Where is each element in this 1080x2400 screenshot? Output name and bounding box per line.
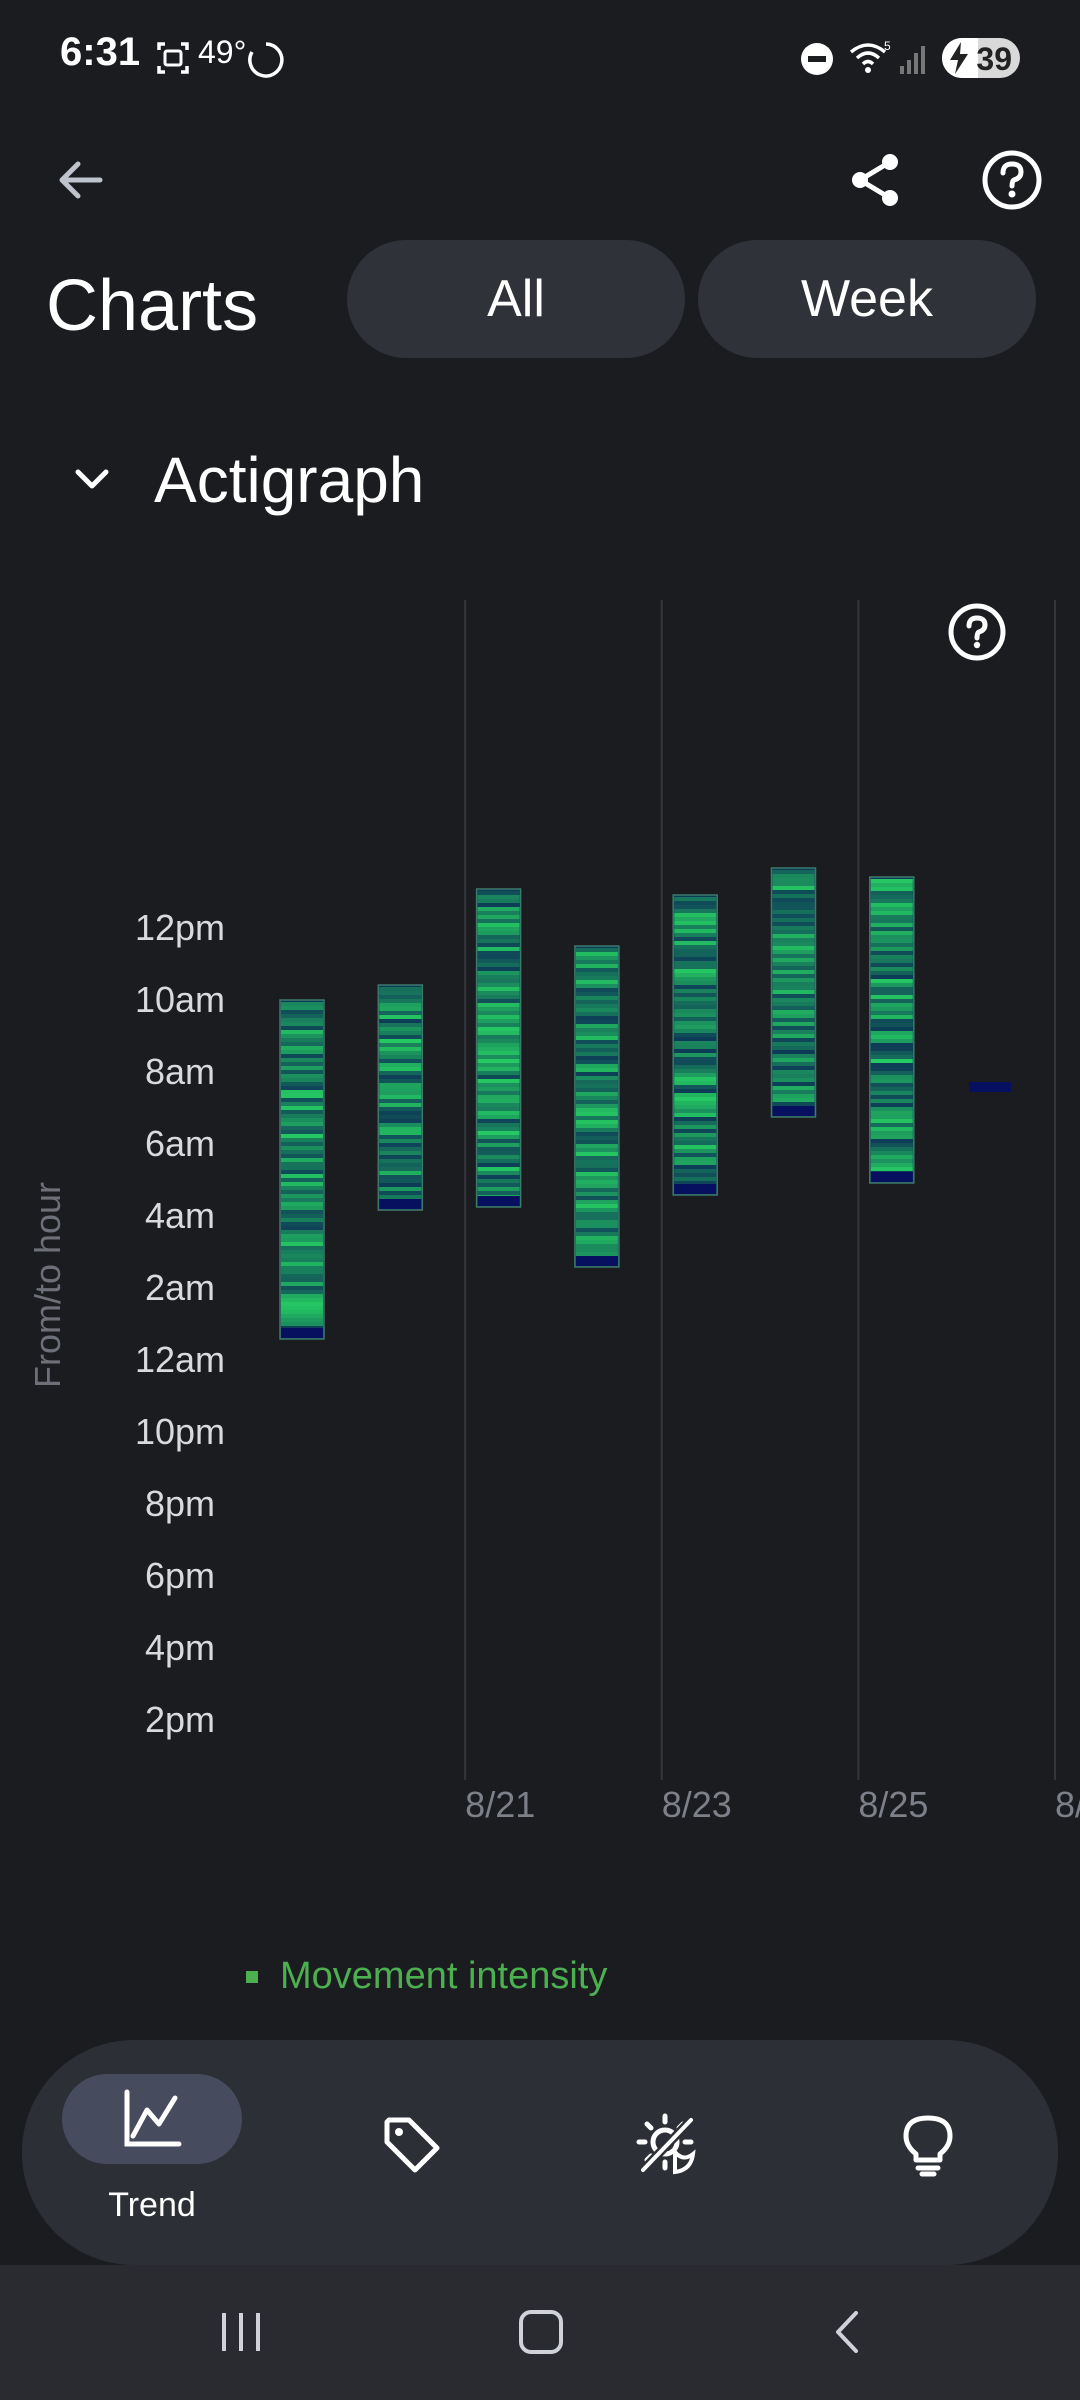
actigraph-section-header[interactable]: Actigraph (70, 430, 424, 530)
loading-ring-icon (248, 42, 284, 78)
nav-item-trend[interactable]: Trend (62, 2040, 242, 2265)
chevron-down-icon (75, 469, 109, 489)
x-tick-label: 8/27 (1055, 1784, 1080, 1825)
y-axis-label: From/to hour (27, 1182, 68, 1388)
y-tick-label: 4pm (145, 1627, 215, 1668)
x-tick-label: 8/25 (858, 1784, 928, 1825)
charging-bolt-icon (950, 42, 968, 74)
y-tick-label: 10am (135, 979, 225, 1020)
y-tick-label: 2pm (145, 1699, 215, 1740)
screenshot-icon (157, 42, 189, 74)
trend-chart-icon (124, 2089, 182, 2147)
nav-item-tags[interactable] (322, 2040, 502, 2265)
legend-swatch (246, 1970, 258, 1983)
lightbulb-icon (903, 2115, 953, 2177)
y-tick-label: 8am (145, 1051, 215, 1092)
sun-moon-icon (636, 2113, 696, 2175)
nav-active-indicator (62, 2074, 242, 2164)
help-button[interactable] (972, 140, 1052, 220)
home-icon[interactable] (518, 2309, 564, 2355)
svg-text:5: 5 (884, 40, 891, 53)
status-temperature: 49° (198, 34, 247, 70)
actigraph-bar[interactable] (574, 945, 620, 1268)
actigraph-bar[interactable] (672, 894, 718, 1196)
actigraph-bar[interactable] (869, 876, 915, 1184)
y-tick-label: 6am (145, 1123, 215, 1164)
actigraph-bar[interactable] (279, 999, 325, 1340)
share-icon (852, 154, 898, 206)
do-not-disturb-icon (801, 43, 833, 75)
tag-icon (384, 2117, 440, 2173)
filter-week-button[interactable]: Week (698, 240, 1036, 358)
bottom-nav: Trend (22, 2040, 1058, 2265)
actigraph-bar[interactable] (377, 984, 424, 1211)
legend-label: Movement intensity (280, 1955, 608, 1997)
y-tick-label: 8pm (145, 1483, 215, 1524)
status-time: 6:31 (60, 30, 141, 74)
share-button[interactable] (836, 140, 916, 220)
actigraph-chart: 12pm 10am 8am 6am 4am 2am 12am 10pm 8pm 6pm 4pm 2pm… (27, 600, 1080, 1825)
signal-icon (900, 46, 925, 74)
y-tick-label: 12pm (135, 907, 225, 948)
arrow-left-icon (59, 161, 103, 199)
section-title: Actigraph (154, 444, 425, 516)
actigraph-bar[interactable] (475, 888, 522, 1208)
page-title: Charts (46, 266, 259, 346)
system-nav-bar (0, 2265, 1080, 2400)
y-tick-label: 4am (145, 1195, 215, 1236)
nav-label-trend: Trend (108, 2186, 196, 2224)
system-back-icon[interactable] (826, 2309, 872, 2355)
actigraph-bar[interactable] (770, 867, 817, 1118)
y-tick-label: 6pm (145, 1555, 215, 1596)
recents-icon[interactable] (218, 2309, 264, 2355)
back-button[interactable] (40, 140, 120, 220)
y-tick-label: 10pm (135, 1411, 225, 1452)
nav-item-tips[interactable] (838, 2040, 1018, 2265)
help-circle-icon (982, 150, 1042, 210)
x-tick-label: 8/23 (662, 1784, 732, 1825)
y-tick-label: 12am (135, 1339, 225, 1380)
chart-help-button[interactable] (948, 603, 1006, 661)
chart-legend: Movement intensity (246, 1955, 607, 1998)
filter-all-button[interactable]: All (347, 240, 685, 358)
nav-item-sleep[interactable] (578, 2040, 758, 2265)
wifi-icon: 5 (849, 40, 891, 73)
x-tick-label: 8/21 (465, 1784, 535, 1825)
battery-indicator: 39 (942, 38, 1020, 78)
status-bar: 6:31 49° 5 39 (0, 0, 1080, 120)
battery-level: 39 (976, 41, 1012, 77)
y-tick-label: 2am (145, 1267, 215, 1308)
actigraph-bar[interactable] (969, 1082, 1012, 1092)
